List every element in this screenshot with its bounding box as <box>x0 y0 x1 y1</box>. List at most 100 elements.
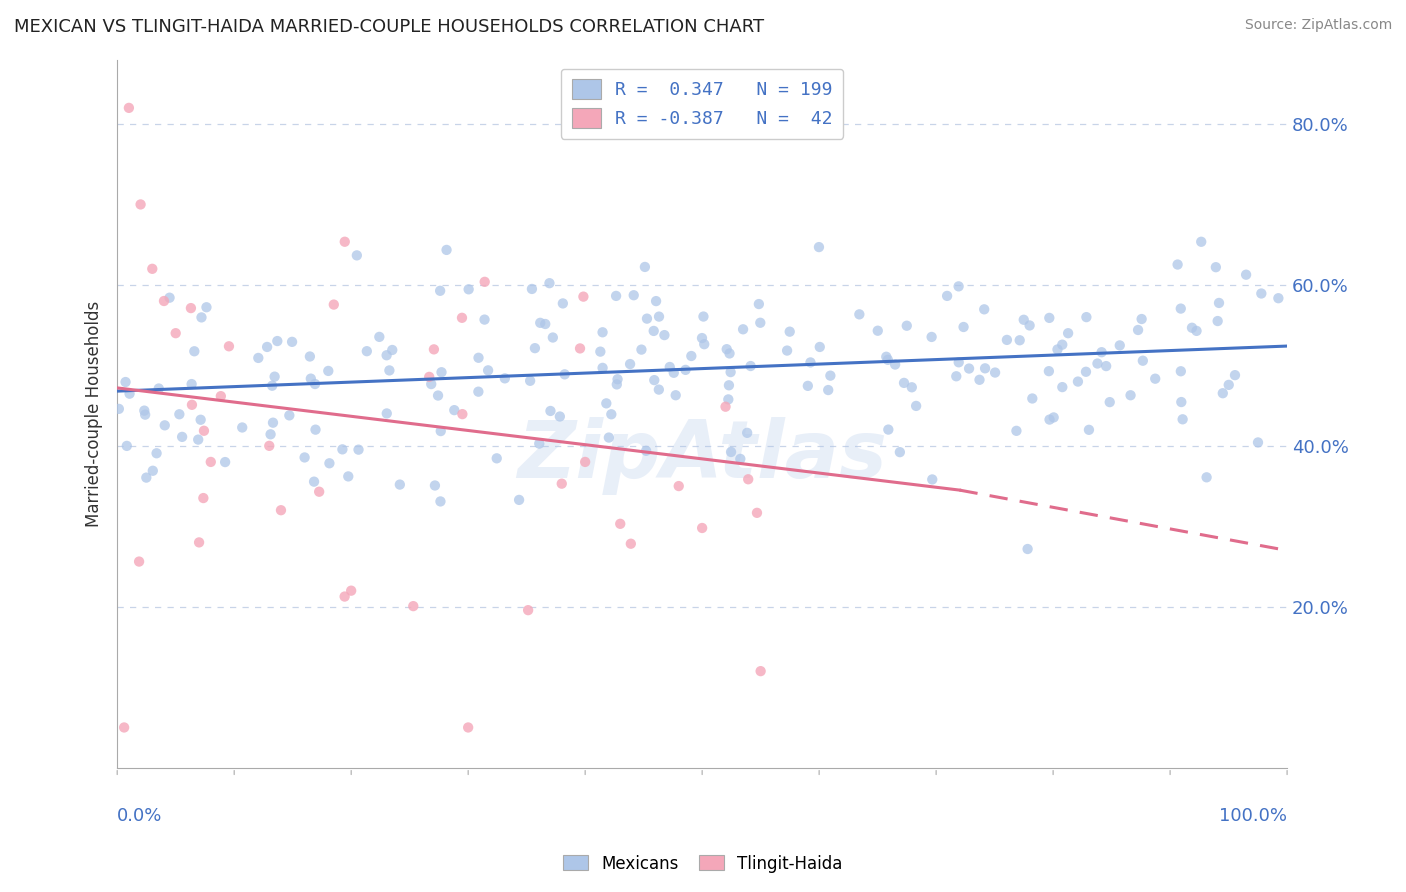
Point <box>779 325 801 339</box>
Point <box>108 401 131 416</box>
Point <box>735 425 758 440</box>
Point <box>474 275 496 289</box>
Point <box>262 378 284 392</box>
Point <box>118 101 141 115</box>
Point <box>662 366 685 380</box>
Point <box>598 431 620 445</box>
Point <box>1052 337 1074 351</box>
Point <box>538 276 561 290</box>
Point <box>467 384 489 399</box>
Point <box>135 470 157 484</box>
Point <box>129 197 152 211</box>
Point <box>519 374 541 388</box>
Point <box>153 293 176 308</box>
Point <box>645 294 668 309</box>
Point <box>648 310 671 324</box>
Point <box>606 372 628 386</box>
Point <box>457 721 479 735</box>
Point <box>114 375 136 389</box>
Point <box>984 366 1007 380</box>
Point <box>1057 326 1080 341</box>
Y-axis label: Married-couple Households: Married-couple Households <box>86 301 103 527</box>
Point <box>569 342 592 356</box>
Point <box>595 396 617 410</box>
Point <box>142 464 165 478</box>
Point <box>1095 359 1118 373</box>
Point <box>1181 320 1204 334</box>
Point <box>730 451 752 466</box>
Point <box>574 455 596 469</box>
Point <box>876 352 898 367</box>
Point <box>356 344 378 359</box>
Point <box>901 380 924 394</box>
Point <box>692 310 714 324</box>
Point <box>304 423 326 437</box>
Point <box>200 455 222 469</box>
Point <box>817 383 839 397</box>
Point <box>451 310 474 325</box>
Point <box>266 334 288 348</box>
Text: ZipAtlas: ZipAtlas <box>517 417 887 495</box>
Point <box>896 318 918 333</box>
Point <box>572 290 595 304</box>
Point <box>1205 260 1227 275</box>
Point <box>1017 541 1039 556</box>
Point <box>974 361 997 376</box>
Point <box>128 555 150 569</box>
Point <box>494 371 516 385</box>
Point <box>634 260 657 274</box>
Point <box>668 479 690 493</box>
Point <box>1195 470 1218 484</box>
Point <box>172 430 194 444</box>
Point <box>347 442 370 457</box>
Legend: Mexicans, Tlingit-Haida: Mexicans, Tlingit-Haida <box>557 848 849 880</box>
Point <box>141 261 163 276</box>
Point <box>187 433 209 447</box>
Point <box>467 351 489 365</box>
Point <box>1208 296 1230 310</box>
Point <box>259 439 281 453</box>
Point <box>609 516 631 531</box>
Point <box>592 360 614 375</box>
Point <box>884 358 907 372</box>
Point <box>153 418 176 433</box>
Point <box>690 521 713 535</box>
Point <box>322 297 344 311</box>
Point <box>1170 364 1192 378</box>
Point <box>333 590 356 604</box>
Point <box>973 302 995 317</box>
Point <box>905 399 928 413</box>
Point <box>737 472 759 486</box>
Point <box>630 343 652 357</box>
Point <box>848 307 870 321</box>
Point <box>606 377 628 392</box>
Point <box>346 248 368 262</box>
Point <box>1038 310 1060 325</box>
Point <box>294 450 316 465</box>
Point <box>218 339 240 353</box>
Point <box>118 386 141 401</box>
Point <box>134 408 156 422</box>
Point <box>592 326 614 340</box>
Point <box>430 365 453 379</box>
Point <box>748 297 770 311</box>
Point <box>945 369 967 384</box>
Point <box>520 282 543 296</box>
Point <box>541 330 564 344</box>
Point <box>720 445 742 459</box>
Point <box>259 427 281 442</box>
Point <box>474 312 496 326</box>
Point <box>807 240 830 254</box>
Point <box>436 243 458 257</box>
Point <box>423 478 446 492</box>
Point <box>921 330 943 344</box>
Point <box>278 409 301 423</box>
Point <box>551 476 574 491</box>
Point <box>749 316 772 330</box>
Point <box>620 537 643 551</box>
Point <box>952 320 974 334</box>
Point <box>159 291 181 305</box>
Point <box>936 289 959 303</box>
Point <box>1212 386 1234 401</box>
Point <box>551 296 574 310</box>
